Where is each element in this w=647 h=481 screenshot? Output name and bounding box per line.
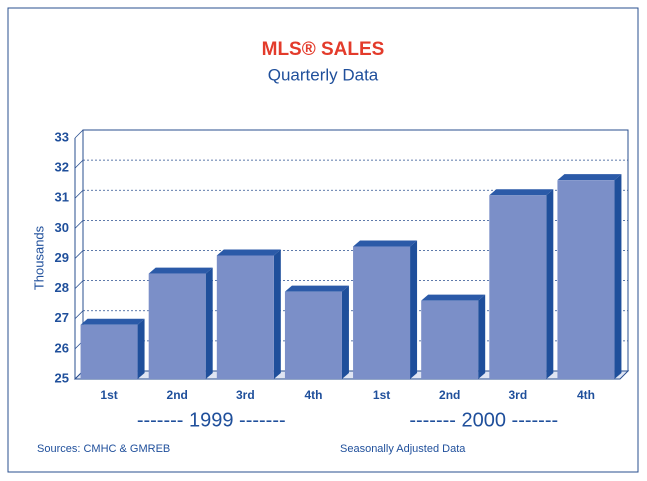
grid-line-side — [74, 159, 84, 169]
y-tick-label: 30 — [55, 220, 69, 235]
grid-line-side — [74, 189, 84, 199]
x-tick-label: 1st — [100, 388, 117, 402]
y-tick-label: 25 — [55, 370, 69, 385]
note: Sources: CMHC & GMREB — [37, 443, 170, 455]
y-tick-label: 31 — [55, 190, 69, 205]
x-tick-label: 4th — [577, 388, 595, 402]
bar — [353, 246, 411, 379]
bar-top — [216, 249, 281, 256]
x-tick-label: 4th — [304, 388, 322, 402]
x-tick-label: 3rd — [236, 388, 255, 402]
bar-top — [557, 174, 622, 181]
x-tick-label: 2nd — [439, 388, 460, 402]
grid-line-side — [74, 280, 84, 289]
note: Seasonally Adjusted Data — [340, 443, 466, 455]
bar-side — [546, 189, 554, 379]
bar — [148, 273, 206, 379]
y-tick-label: 27 — [55, 310, 69, 325]
grid-line-side — [74, 129, 84, 139]
bar-top — [284, 285, 349, 292]
group-label: ------- 1999 ------- — [137, 409, 286, 431]
chart-subtitle: Quarterly Data — [268, 65, 379, 84]
x-tick-label: 1st — [373, 388, 390, 402]
bar-side — [341, 285, 349, 379]
bar — [557, 180, 615, 379]
group-label: ------- 2000 ------- — [409, 409, 558, 431]
bar-top — [80, 318, 145, 325]
bar-side — [205, 267, 213, 379]
bar-side — [614, 174, 622, 379]
y-tick-label: 33 — [55, 129, 69, 144]
bar-side — [410, 240, 418, 379]
chart-title: MLS® SALES — [262, 39, 385, 60]
bar — [216, 255, 274, 379]
bar-side — [478, 294, 486, 379]
x-tick-label: 3rd — [508, 388, 527, 402]
x-tick-label: 2nd — [167, 388, 188, 402]
bar-side — [137, 318, 145, 379]
bar-side — [273, 249, 281, 379]
grid-line-side — [74, 250, 84, 259]
grid-line-side — [74, 220, 84, 229]
bar-top — [353, 240, 418, 247]
bar — [284, 291, 342, 379]
bar — [489, 195, 547, 379]
grid-line-side — [74, 310, 84, 320]
y-tick-label: 29 — [55, 250, 69, 265]
bar — [80, 324, 138, 379]
bar — [421, 300, 479, 379]
y-tick-label: 28 — [55, 280, 69, 295]
bar-top — [489, 189, 554, 196]
bar-top — [148, 267, 213, 274]
y-tick-label: 32 — [55, 160, 69, 175]
y-axis-label: Thousands — [31, 225, 46, 290]
y-tick-label: 26 — [55, 340, 69, 355]
bar-top — [421, 294, 486, 301]
